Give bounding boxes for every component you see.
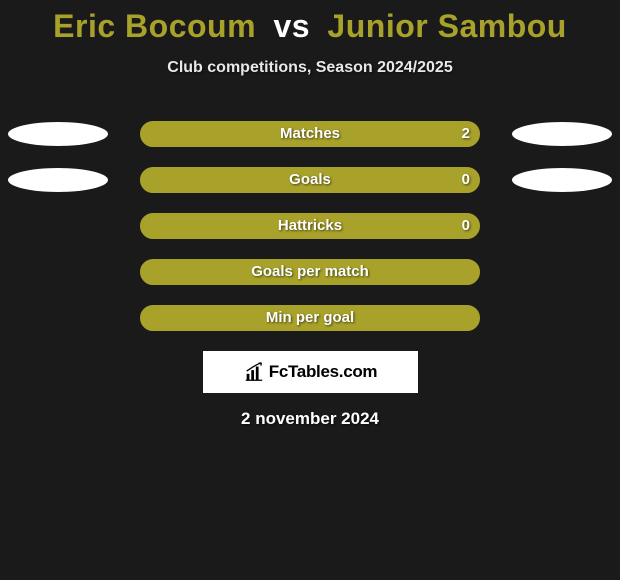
logo: FcTables.com	[243, 361, 378, 383]
chart-icon	[243, 361, 265, 383]
logo-box: FcTables.com	[203, 351, 418, 393]
bar: Goals0	[140, 167, 480, 193]
stat-row: Goals0	[0, 167, 620, 193]
bar-fill-right	[141, 260, 479, 284]
stat-row: Min per goal	[0, 305, 620, 331]
stat-row: Matches2	[0, 121, 620, 147]
bar-fill-right	[141, 214, 479, 238]
vs-label: vs	[273, 8, 310, 44]
left-ellipse	[8, 168, 108, 192]
left-ellipse	[8, 122, 108, 146]
player2-name: Junior Sambou	[327, 8, 566, 44]
bar: Goals per match	[140, 259, 480, 285]
logo-text: FcTables.com	[269, 362, 378, 382]
bar: Hattricks0	[140, 213, 480, 239]
date-label: 2 november 2024	[0, 409, 620, 429]
bar: Matches2	[140, 121, 480, 147]
comparison-widget: Eric Bocoum vs Junior Sambou Club compet…	[0, 0, 620, 580]
bar-fill-right	[141, 168, 479, 192]
right-ellipse	[512, 122, 612, 146]
player1-name: Eric Bocoum	[53, 8, 256, 44]
stat-row: Hattricks0	[0, 213, 620, 239]
bar: Min per goal	[140, 305, 480, 331]
stat-row: Goals per match	[0, 259, 620, 285]
right-ellipse	[512, 168, 612, 192]
title: Eric Bocoum vs Junior Sambou	[0, 0, 620, 45]
subtitle: Club competitions, Season 2024/2025	[0, 59, 620, 77]
bar-fill-right	[141, 122, 479, 146]
bar-fill-right	[141, 306, 479, 330]
comparison-rows: Matches2 Goals0 Hattricks0 Goals per match M…	[0, 121, 620, 331]
